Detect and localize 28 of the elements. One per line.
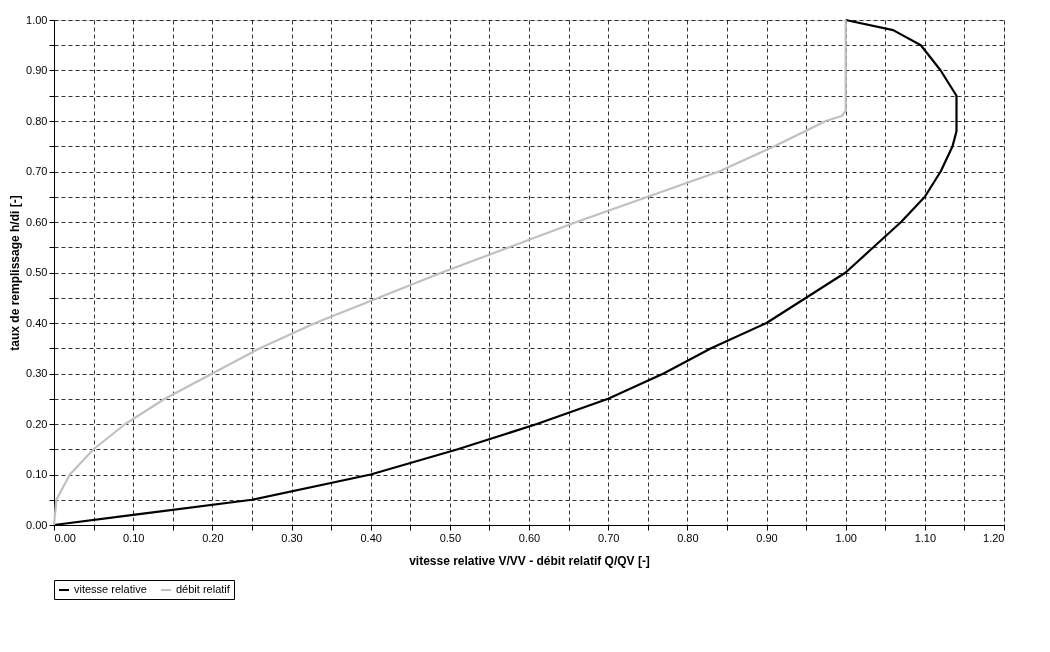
x-tick-label: 0.60 [518,531,541,544]
y-tick-label: 0.40 [26,316,48,329]
y-tick-label: 0.80 [26,114,48,127]
y-tick-label: 0.00 [26,518,48,531]
x-axis-title: vitesse relative V/VV - débit relatif Q/QV [-] [409,553,650,568]
legend-label: vitesse relative [74,583,147,595]
y-tick-label: 0.90 [26,64,48,76]
y-tick-label: 0.60 [26,215,48,228]
x-tick-label: 0.70 [597,531,620,544]
y-tick-label: 1.00 [26,13,48,26]
y-tick-label: 0.70 [26,165,48,177]
x-tick-label: 0.10 [122,531,145,544]
legend-label: débit relatif [176,583,231,595]
x-tick-label: 0.90 [756,531,778,544]
x-tick-label: 1.00 [835,531,857,544]
x-tick-label: 0.40 [360,531,382,544]
y-tick-label: 0.10 [26,468,48,480]
x-tick-label: 1.20 [983,531,1005,544]
y-tick-label: 0.50 [26,266,48,278]
x-tick-label: 0.30 [281,531,303,544]
x-tick-label: 0.20 [202,531,224,544]
x-tick-label: 1.10 [914,531,937,544]
y-axis-title: taux de remplissage h/di [-] [8,195,23,351]
x-tick-label: 0.50 [439,531,462,544]
y-tick-label: 0.20 [26,417,48,430]
x-tick-label: 0.00 [54,531,76,544]
y-tick-label: 0.30 [26,367,48,379]
x-tick-label: 0.80 [677,531,699,544]
